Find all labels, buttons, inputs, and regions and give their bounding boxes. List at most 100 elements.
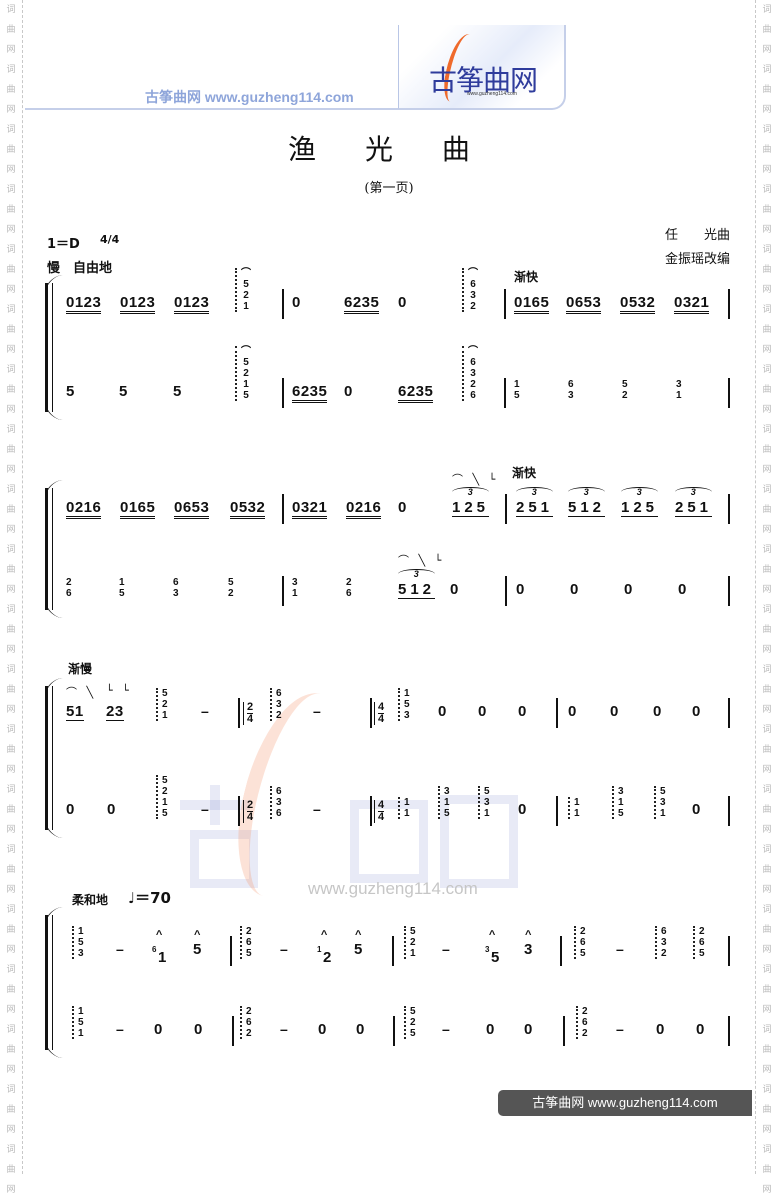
barline [230,936,232,966]
chord-note: 1 [78,926,84,937]
chord-note: 3 [444,786,450,797]
note-text: 0 [486,1021,495,1038]
note-group: 0 [656,1021,665,1039]
expression-marking: 渐慢 [68,662,93,676]
note-text: 0 [154,1021,163,1038]
chord-note: 1 [78,1028,84,1039]
note-group: 0 [107,801,116,819]
note-text: 0532 [620,294,656,314]
note-text: 0 [653,703,662,720]
note-text: 0 [107,801,116,818]
ornament-marking: ⌒ ╲ [66,686,97,699]
sustain-dash: – [280,1021,288,1037]
time-signature-denominator: 4 [247,713,254,725]
barline [282,289,284,319]
triplet-mark: 3 [398,569,436,579]
chord-note: 5 [410,1028,416,1039]
note-text: 0 [524,1021,533,1038]
chord-note: 1 [162,710,168,721]
note-group: 0 [570,581,579,599]
chord-note: 5 [484,786,490,797]
note-text: 251 [675,499,713,517]
note-text: 0 [66,801,75,818]
chord-note: 2 [346,577,352,588]
note-group: 0 [696,1021,705,1039]
barline [282,576,284,606]
chord-note: 2 [470,301,476,312]
note-group: 0 [66,801,75,819]
note-text: 0 [678,581,687,598]
sustain-dash: – [616,1021,624,1037]
chord-note: 6 [582,1017,588,1028]
side-watermark-right: 词曲网词曲网词曲网词曲网词曲网词曲网词曲网词曲网词曲网词曲网词曲网词曲网词曲网词… [762,5,772,1195]
fermata-icon: ⌒ [241,346,251,357]
note-group: 0 [356,1021,365,1039]
accent-icon: ^ [155,929,163,941]
note-group: 6235 [398,383,434,403]
chord-note: 6 [276,688,282,699]
sustain-dash: – [442,941,450,957]
triplet-mark: 3 [675,487,713,497]
note-group: 0 [398,294,407,312]
note-group: 5 ^ [354,929,363,959]
note-text: 125 [452,499,490,517]
barline [728,378,730,408]
barline [282,378,284,408]
note-group: 251 3 [675,487,713,517]
note-text: 0 [318,1021,327,1038]
header-rule [25,108,398,110]
chord-note: 2 [243,290,249,301]
note-group: 51 [66,703,84,721]
note-group: 0 [610,703,619,721]
note-group: 0 [524,1021,533,1039]
grace-note: 3 [485,945,490,954]
note-group: 5 [119,383,128,401]
chord: ⌒ 5 2 1 5 [235,346,251,401]
chord-note: 1 [404,797,410,808]
chord: ⌒ 6 3 2 [462,268,478,312]
chord-note: 5 [243,357,249,368]
chord: ⌒ 5 2 1 [235,268,251,312]
chord-note: 1 [243,301,249,312]
time-signature-denominator: 4 [378,713,385,725]
barline [556,796,558,826]
note-text: 512 [568,499,606,517]
composer-credit: 任 光曲 [664,228,730,243]
note-text: 5 [66,383,75,400]
sustain-dash: – [116,941,124,957]
chord-note: 2 [246,1006,252,1017]
note-text: 0 [692,703,701,720]
system-bracket [45,686,53,830]
chord-note: 6 [568,379,574,390]
note-text: 0 [450,581,459,598]
note-group: 5 [66,383,75,401]
note-text: 0 [518,801,527,818]
chord-note: 2 [66,577,72,588]
chord-note: 1 [514,379,520,390]
watermark-url: www.guzheng114.com [308,879,478,898]
note-group: 0165 [514,294,550,314]
note-text: 23 [106,703,124,721]
chord-note: 3 [470,290,476,301]
chord-note: 3 [276,797,282,808]
note-text: 0532 [230,499,266,519]
note-group: 0 [653,703,662,721]
note-text: 0 [356,1021,365,1038]
note-group: 0532 [230,499,266,519]
chord-note: 5 [580,948,586,959]
barline [505,576,507,606]
chord-note: 5 [660,786,666,797]
chord-note: 6 [276,808,282,819]
chord-note: 1 [404,808,410,819]
note-group: 0 [438,703,447,721]
